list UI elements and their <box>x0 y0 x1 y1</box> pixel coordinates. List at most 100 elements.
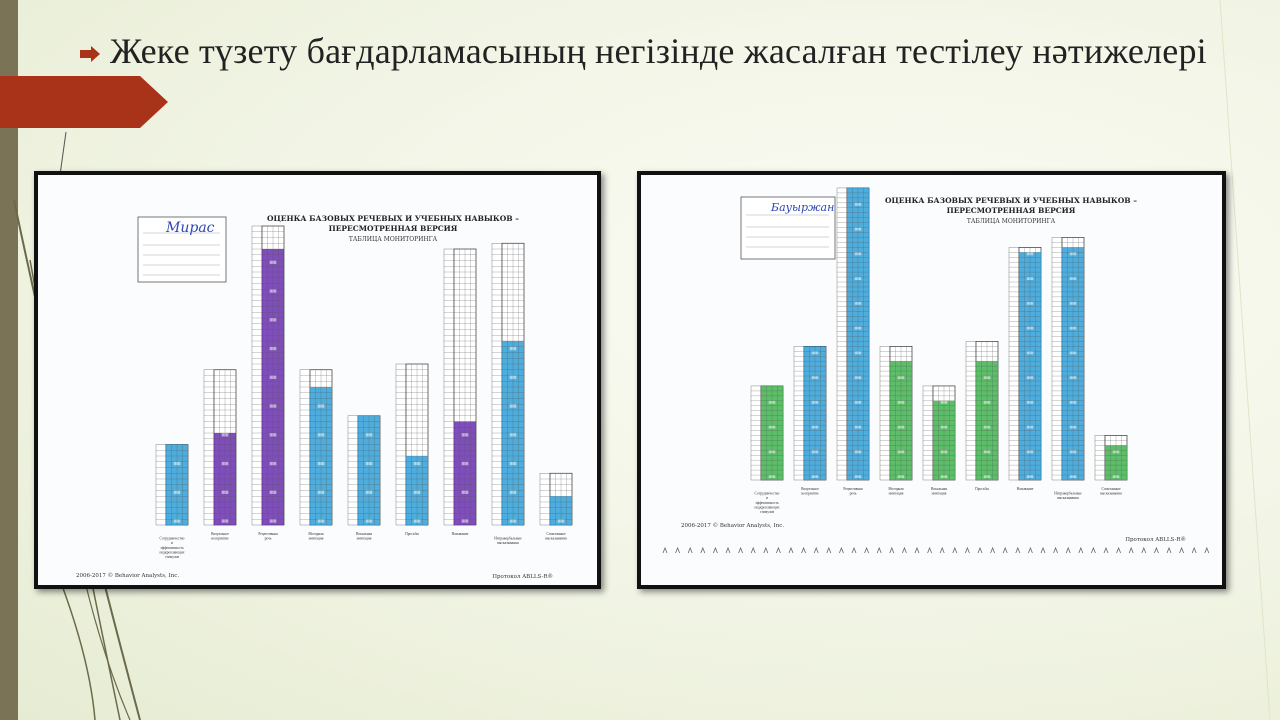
handwritten-name: Мирас <box>165 220 215 236</box>
perforation-mark <box>1166 546 1172 554</box>
perforation-mark <box>1002 546 1008 554</box>
skill-column: Визуальное восприятие <box>793 346 827 496</box>
perforation-mark <box>725 546 731 554</box>
column-label: Моторная имитация <box>888 487 903 496</box>
sheet-footer-right: Протокол ABLLS-R® <box>1125 536 1186 543</box>
perforation-mark <box>1128 546 1134 554</box>
column-label: Вокальная имитация <box>931 487 947 496</box>
perforation-mark <box>1154 546 1159 554</box>
perforation-mark <box>952 546 958 554</box>
perforation-mark <box>1204 546 1210 554</box>
perforation-mark <box>839 546 844 554</box>
patient-info-box: Бауыржан <box>740 196 836 260</box>
column-label: Интравербальные высказывания <box>494 537 522 546</box>
column-label: Рецептивная речь <box>843 487 863 496</box>
sheet-heading-2: ПЕРЕСМОТРЕННАЯ ВЕРСИЯ <box>947 206 1076 215</box>
column-label: Визуальное восприятие <box>211 532 229 541</box>
patient-info-box: Мирас <box>137 216 227 283</box>
column-label: Называние <box>452 532 469 536</box>
skill-column: Рецептивная речь <box>251 225 285 541</box>
sheet-heading-3: ТАБЛИЦА МОНИТОРИНГА <box>349 236 438 243</box>
item-code-strip <box>299 369 311 526</box>
skill-column: Визуальное восприятие <box>203 369 237 541</box>
perforation-mark <box>889 546 895 554</box>
perforation-mark <box>1015 546 1021 554</box>
column-label: Спонтанные высказывания <box>1100 487 1122 496</box>
column-label: Спонтанные высказывания <box>545 532 567 541</box>
item-code-strip <box>1008 247 1020 481</box>
perforation-mark <box>801 546 806 554</box>
item-code-strip <box>1094 435 1106 481</box>
ablls-chart-2: Бауыржан ОЦЕНКА БАЗОВЫХ РЕЧЕВЫХ И УЧЕБНЫ… <box>641 175 1222 585</box>
protocol-photo-1: Мирас ОЦЕНКА БАЗОВЫХ РЕЧЕВЫХ И УЧЕБНЫХ Н… <box>34 171 601 589</box>
skill-column: Просьбы <box>965 341 999 491</box>
perforation-mark <box>977 546 983 554</box>
perforation-mark <box>1078 546 1084 554</box>
skill-column: Вокальная имитация <box>922 385 956 496</box>
perforation-mark <box>687 546 693 554</box>
sheet-heading-1: ОЦЕНКА БАЗОВЫХ РЕЧЕВЫХ И УЧЕБНЫХ НАВЫКОВ… <box>267 214 519 223</box>
item-code-strip <box>203 369 215 526</box>
item-code-strip <box>347 415 359 526</box>
sheet-footer-left: 2006-2017 © Behavior Analysts, Inc. <box>76 572 179 579</box>
skill-column: Вокальная имитация <box>347 415 381 541</box>
perforation-mark <box>1191 546 1197 554</box>
skill-column: Сотрудничество и эффективность подкрепляющи… <box>750 385 784 514</box>
column-label: Просьбы <box>975 487 989 491</box>
skill-column: Рецептивная речь <box>836 187 870 496</box>
perforation-mark <box>750 546 756 554</box>
perforation-mark <box>763 546 769 554</box>
perforation-mark <box>1091 546 1096 554</box>
skill-column: Называние <box>1008 246 1042 491</box>
perforation-mark <box>965 546 970 554</box>
perforation-mark <box>939 546 945 554</box>
column-label: Интравербальные высказывания <box>1054 492 1082 501</box>
ablls-chart-1: Мирас ОЦЕНКА БАЗОВЫХ РЕЧЕВЫХ И УЧЕБНЫХ Н… <box>38 175 597 585</box>
skill-columns: Сотрудничество и эффективность подкрепляющи… <box>750 187 1128 514</box>
sheet-footer-right: Протокол ABLLS-R® <box>492 573 553 580</box>
item-code-strip <box>539 473 551 526</box>
perforation-mark <box>990 546 995 554</box>
perforation-mark <box>700 546 706 554</box>
perforation-mark <box>1103 546 1109 554</box>
perforation-mark <box>914 546 920 554</box>
perforation-mark <box>902 546 907 554</box>
skill-column: Называние <box>443 248 477 536</box>
column-label: Называние <box>1017 487 1034 491</box>
skill-column: Интравербальные высказывания <box>1051 237 1085 501</box>
column-label: Рецептивная речь <box>258 532 278 541</box>
column-label: Сотрудничество и эффективность подкрепляющи… <box>159 537 184 559</box>
perforation-mark <box>1053 546 1058 554</box>
protocol-photo-2: Бауыржан ОЦЕНКА БАЗОВЫХ РЕЧЕВЫХ И УЧЕБНЫ… <box>637 171 1226 589</box>
skill-column: Спонтанные высказывания <box>1094 435 1128 496</box>
perforation-mark <box>1028 546 1033 554</box>
perforation-mark <box>851 546 857 554</box>
item-code-strip <box>793 346 805 481</box>
skill-column: Интравербальные высказывания <box>491 242 525 546</box>
slide-title: Жеке түзету бағдарламасының негізінде жа… <box>110 31 1207 71</box>
skill-column: Спонтанные высказывания <box>539 472 573 541</box>
item-code-strip <box>491 243 503 526</box>
skill-columns: Сотрудничество и эффективность подкрепляющи… <box>155 225 573 559</box>
handwritten-name: Бауыржан <box>770 201 834 214</box>
skill-column: Сотрудничество и эффективность подкрепляющи… <box>155 444 189 559</box>
item-code-strip <box>750 385 762 481</box>
item-code-strip <box>836 187 848 481</box>
column-label: Просьбы <box>405 532 419 536</box>
item-code-strip <box>879 346 891 481</box>
perforation-mark <box>826 546 832 554</box>
arrow-bullet-icon <box>80 46 100 62</box>
perforation-mark <box>788 546 794 554</box>
sheet-heading-1: ОЦЕНКА БАЗОВЫХ РЕЧЕВЫХ И УЧЕБНЫХ НАВЫКОВ… <box>885 196 1137 205</box>
column-label: Вокальная имитация <box>356 532 372 541</box>
perforation-mark <box>662 546 668 554</box>
sheet-footer-left: 2006-2017 © Behavior Analysts, Inc. <box>681 522 784 529</box>
perforation-mark <box>1141 546 1147 554</box>
perforation-mark <box>1065 546 1071 554</box>
perforation-mark <box>1179 546 1184 554</box>
sheet-heading-2: ПЕРЕСМОТРЕННАЯ ВЕРСИЯ <box>329 224 458 233</box>
perforation-mark <box>1116 546 1121 554</box>
perforation-mark <box>776 546 781 554</box>
item-code-strip <box>922 385 934 481</box>
perforation-mark <box>864 546 869 554</box>
